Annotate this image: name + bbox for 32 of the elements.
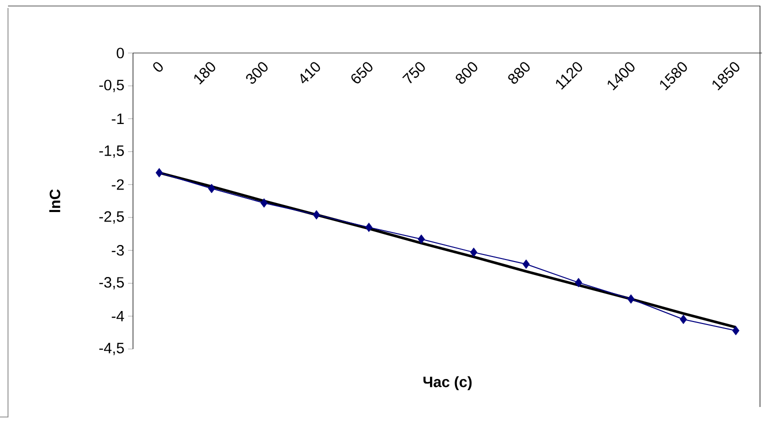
x-axis-title: Час (с): [423, 376, 472, 390]
point: [156, 168, 163, 178]
point: [260, 198, 268, 208]
point: [680, 314, 687, 324]
y-axis-title: lnC: [49, 189, 60, 212]
point: [208, 184, 216, 194]
x-tick-label: 410: [300, 62, 320, 84]
x-tick-label: 0: [153, 62, 163, 72]
point: [470, 248, 478, 258]
y-tick-label: -1,5: [99, 146, 124, 158]
y-tick-label: -2: [112, 179, 124, 190]
y-tick-label: -1: [112, 114, 124, 124]
y-tick-label: -4,5: [99, 342, 124, 356]
point: [627, 294, 635, 304]
x-tick-label: 300: [246, 62, 268, 84]
point: [418, 234, 425, 244]
y-tick-label: -3,5: [99, 277, 124, 290]
x-tick-label: 650: [351, 62, 372, 84]
y-tick-label: -3: [112, 245, 124, 256]
point: [365, 222, 372, 232]
x-tick-label: 880: [508, 62, 530, 84]
x-tick-label: 750: [402, 62, 425, 84]
y-tick-label: -4: [112, 310, 124, 322]
point: [312, 210, 320, 220]
point: [522, 259, 530, 269]
x-tick-label: 800: [456, 62, 478, 84]
y-tick-label: -2,5: [99, 211, 124, 224]
point: [574, 278, 582, 288]
point: [732, 326, 740, 336]
x-tick-label: 180: [194, 62, 216, 85]
y-tick-label: 0: [116, 48, 124, 58]
y-tick-label: -0,5: [99, 80, 124, 92]
